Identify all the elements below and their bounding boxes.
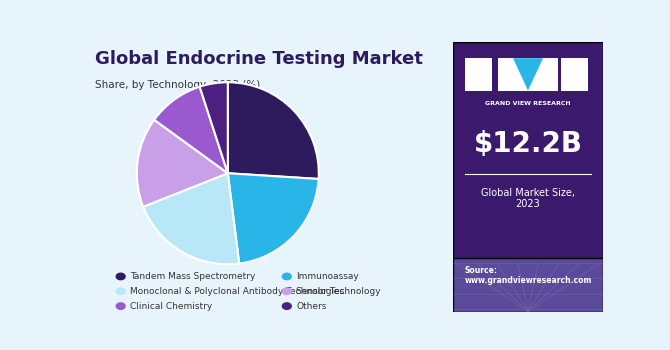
Text: Others: Others xyxy=(296,302,326,310)
Text: Global Market Size,
2023: Global Market Size, 2023 xyxy=(481,188,575,209)
Text: $12.2B: $12.2B xyxy=(474,131,582,159)
Text: Share, by Technology, 2023 (%): Share, by Technology, 2023 (%) xyxy=(95,80,260,90)
Polygon shape xyxy=(513,58,543,91)
FancyBboxPatch shape xyxy=(465,58,492,91)
Text: Sensor Technology: Sensor Technology xyxy=(296,287,381,296)
Text: Monoclonal & Polyclonal Antibody Technologies: Monoclonal & Polyclonal Antibody Technol… xyxy=(130,287,344,296)
FancyBboxPatch shape xyxy=(453,42,603,312)
Circle shape xyxy=(116,273,125,280)
Circle shape xyxy=(116,288,125,294)
Text: Source:
www.grandviewresearch.com: Source: www.grandviewresearch.com xyxy=(465,266,592,285)
Circle shape xyxy=(282,303,291,309)
Circle shape xyxy=(282,288,291,294)
Text: Global Endocrine Testing Market: Global Endocrine Testing Market xyxy=(95,50,423,68)
Text: Clinical Chemistry: Clinical Chemistry xyxy=(130,302,212,310)
Circle shape xyxy=(116,303,125,309)
Text: Tandem Mass Spectrometry: Tandem Mass Spectrometry xyxy=(130,272,255,281)
Wedge shape xyxy=(200,82,228,173)
Wedge shape xyxy=(228,173,319,264)
Wedge shape xyxy=(143,173,239,264)
Text: Immunoassay: Immunoassay xyxy=(296,272,359,281)
FancyBboxPatch shape xyxy=(561,58,588,91)
Wedge shape xyxy=(154,87,228,173)
FancyBboxPatch shape xyxy=(453,258,603,312)
Wedge shape xyxy=(228,82,319,179)
FancyBboxPatch shape xyxy=(498,58,558,91)
Text: GRAND VIEW RESEARCH: GRAND VIEW RESEARCH xyxy=(485,101,571,106)
Circle shape xyxy=(282,273,291,280)
Wedge shape xyxy=(137,120,228,207)
